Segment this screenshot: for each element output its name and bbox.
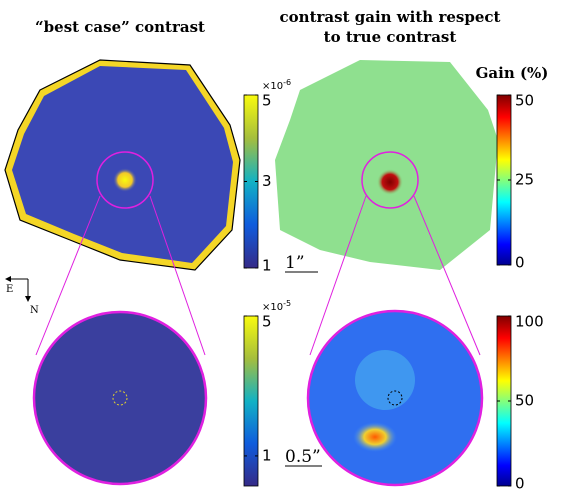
tick-label: 50	[515, 392, 534, 410]
mask	[387, 390, 403, 406]
panel-title: to true contrast	[324, 28, 457, 46]
blob	[353, 422, 397, 452]
scale-label: 0.5”	[285, 447, 321, 467]
tick-label: 5	[262, 92, 272, 110]
mask	[112, 390, 128, 406]
tick-label: 1	[262, 257, 272, 275]
zoom-line	[309, 195, 367, 356]
blob	[377, 169, 403, 195]
tick-label: 100	[515, 313, 544, 331]
tick-label: 1	[262, 446, 272, 464]
exponent: ×10-6	[262, 78, 291, 92]
panel-title: contrast gain with respect	[280, 8, 501, 26]
zoom-line	[35, 195, 101, 356]
contrast-map-inner	[12, 66, 233, 263]
tick-label: 0	[515, 475, 525, 493]
blob	[113, 168, 137, 192]
tick-label: 0	[515, 254, 525, 272]
arrow-head	[25, 296, 31, 302]
tick-label: 5	[262, 313, 272, 331]
panel-title: “best case” contrast	[35, 18, 205, 36]
zoom-contrast	[32, 310, 208, 486]
scale-label: 1”	[285, 253, 305, 273]
tick-label: 25	[515, 171, 534, 189]
exponent: ×10-5	[262, 299, 291, 313]
exponent-power: -6	[283, 78, 291, 87]
gain-label: Gain (%)	[476, 64, 549, 82]
zoom-line	[413, 195, 481, 356]
tick-label: 50	[515, 92, 534, 110]
tick-label: 3	[262, 172, 272, 190]
colorbar	[243, 315, 259, 487]
compass-n: N	[30, 305, 39, 316]
exponent-power: -5	[283, 299, 291, 308]
exponent-base: ×10	[262, 302, 283, 313]
zoom-circle	[361, 151, 419, 209]
zoom-circle	[96, 151, 154, 209]
gain-map	[275, 60, 498, 270]
halo	[355, 350, 415, 410]
arrow-head	[5, 276, 11, 282]
compass-e: E	[6, 284, 13, 295]
zoom-line	[149, 195, 206, 356]
exponent-base: ×10	[262, 81, 283, 92]
